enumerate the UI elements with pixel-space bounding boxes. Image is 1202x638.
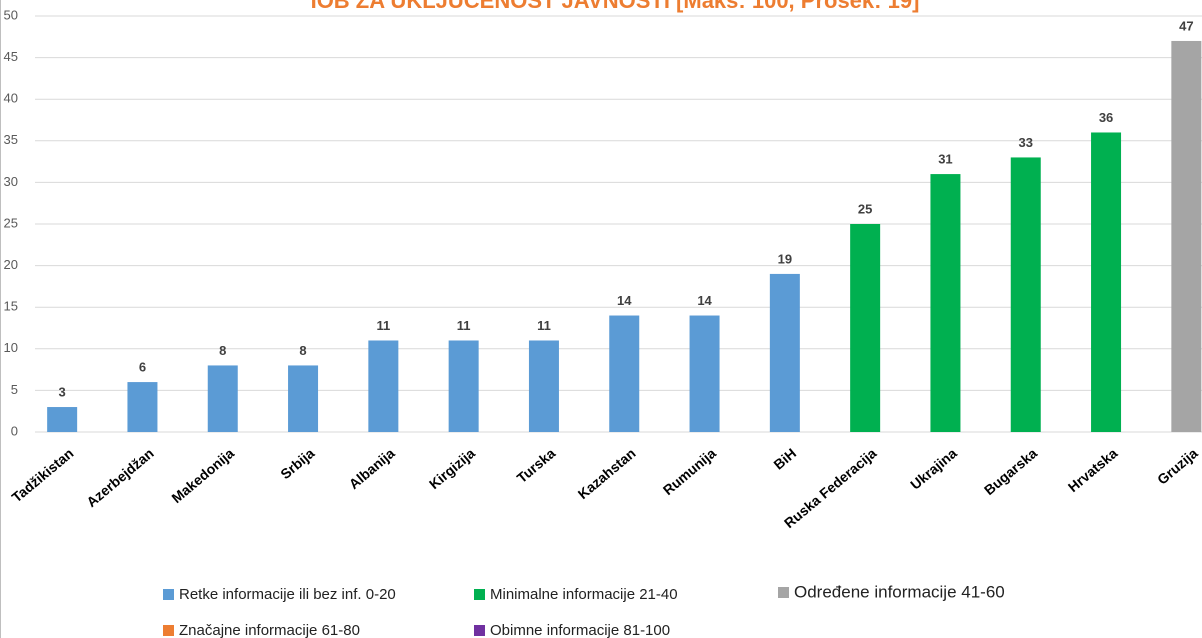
y-tick-label: 0	[11, 423, 18, 438]
x-tick-label: Azerbejdžan	[83, 445, 156, 510]
x-tick-label: Gruzija	[1154, 445, 1201, 488]
x-tick-label: Srbija	[277, 445, 317, 482]
data-label: 6	[139, 360, 146, 375]
bar	[207, 365, 238, 432]
x-tick-label: Hrvatska	[1065, 445, 1121, 495]
bar	[368, 340, 399, 432]
data-label: 19	[778, 251, 792, 266]
bar	[609, 315, 640, 432]
legend-swatch	[474, 625, 485, 636]
data-label: 25	[858, 201, 872, 216]
data-label: 14	[617, 293, 632, 308]
data-label: 11	[457, 318, 471, 333]
chart-title: IOB ZA UKLJUČENOST JAVNOSTI [Maks: 100, …	[311, 0, 920, 13]
legend-label: Određene informacije 41-60	[794, 582, 1005, 601]
data-label: 8	[299, 343, 306, 358]
legend-swatch	[778, 587, 789, 598]
data-label: 3	[59, 384, 66, 399]
legend-label: Minimalne informacije 21-40	[490, 586, 678, 603]
bar	[769, 273, 800, 432]
bar	[689, 315, 720, 432]
data-label: 14	[697, 293, 712, 308]
legend-swatch	[163, 589, 174, 600]
y-tick-label: 40	[4, 91, 18, 106]
data-label: 36	[1099, 110, 1113, 125]
x-tick-label: Tadžikistan	[9, 445, 77, 506]
bar	[47, 407, 78, 432]
x-tick-label: Kirgizija	[426, 445, 478, 492]
data-label: 31	[938, 152, 952, 167]
bar	[127, 382, 158, 432]
data-label: 8	[219, 343, 226, 358]
x-tick-label: BiH	[770, 445, 799, 473]
legend-label: Retke informacije ili bez inf. 0-20	[179, 586, 396, 603]
y-tick-label: 25	[4, 215, 18, 230]
legend-label: Obimne informacije 81-100	[490, 622, 670, 638]
x-tick-label: Rumunija	[660, 445, 719, 498]
bar	[930, 174, 961, 432]
bar	[288, 365, 319, 432]
y-tick-label: 50	[4, 7, 18, 22]
bar	[528, 340, 559, 432]
x-tick-label: Albanija	[346, 445, 398, 492]
bar	[1010, 157, 1041, 432]
x-tick-label: Ukrajina	[907, 445, 960, 493]
x-tick-label: Kazahstan	[575, 445, 639, 502]
y-tick-label: 35	[4, 132, 18, 147]
y-tick-label: 15	[4, 299, 18, 314]
data-label: 33	[1019, 135, 1033, 150]
y-tick-label: 45	[4, 49, 18, 64]
y-tick-label: 20	[4, 257, 18, 272]
y-tick-label: 10	[4, 340, 18, 355]
legend-label: Značajne informacije 61-80	[179, 622, 360, 638]
data-label: 11	[537, 318, 551, 333]
y-tick-label: 5	[11, 382, 18, 397]
x-tick-label: Bugarska	[981, 445, 1040, 498]
bar	[448, 340, 479, 432]
bar	[1171, 40, 1202, 433]
x-tick-label: Makedonija	[168, 445, 237, 506]
data-label: 11	[376, 318, 390, 333]
x-tick-label: Turska	[514, 445, 559, 486]
data-label: 47	[1179, 18, 1193, 33]
bar	[850, 224, 881, 432]
legend-swatch	[163, 625, 174, 636]
bar	[1091, 132, 1122, 433]
y-tick-label: 30	[4, 174, 18, 189]
legend-swatch	[474, 589, 485, 600]
